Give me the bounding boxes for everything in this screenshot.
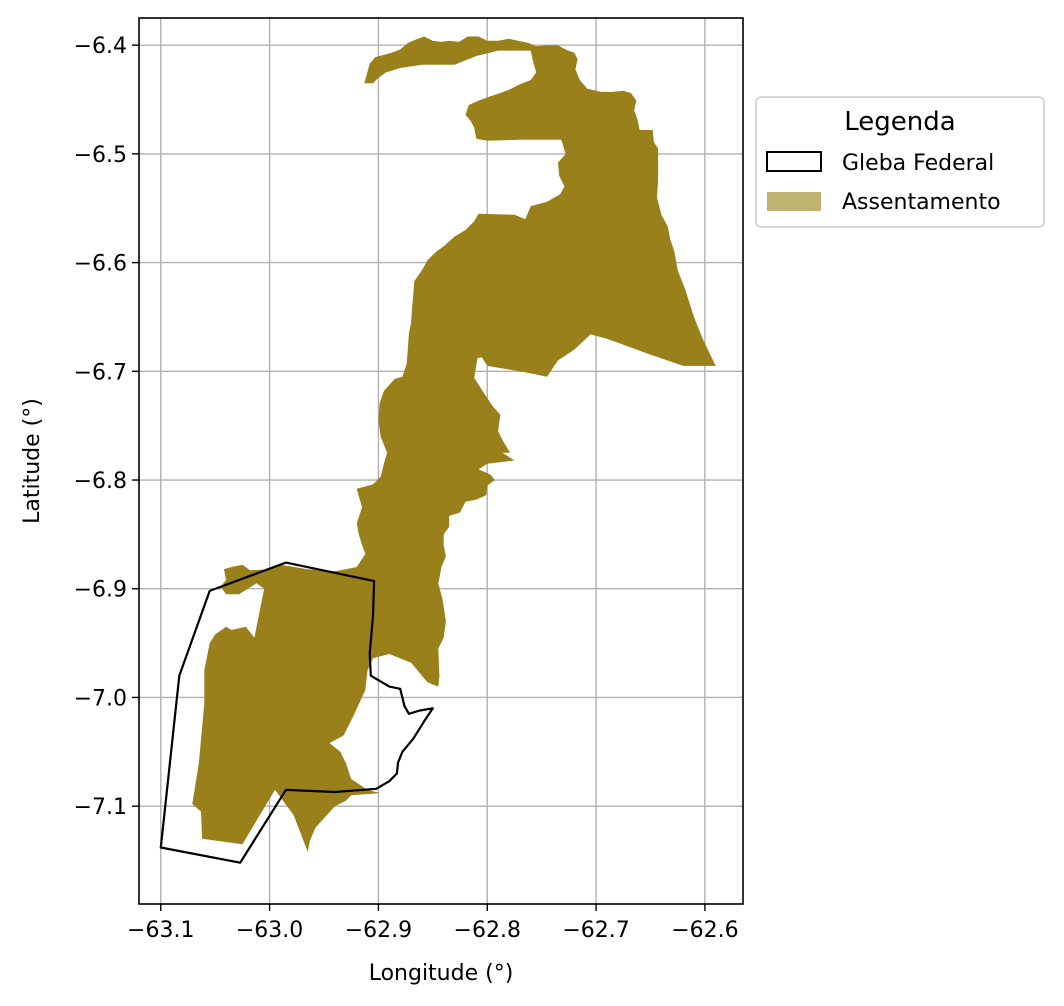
- legend-swatch-gleba: [766, 151, 822, 172]
- y-tick-label: −6.7: [74, 360, 127, 385]
- y-axis-label: Latitude (°): [20, 398, 45, 524]
- x-tick-label: −62.9: [345, 918, 412, 943]
- y-tick-label: −6.4: [74, 34, 127, 59]
- y-tick-label: −6.5: [74, 143, 127, 168]
- legend-label-assentamento: Assentamento: [842, 190, 1001, 215]
- legend-title: Legenda: [844, 107, 955, 137]
- plot-frame: [138, 17, 744, 905]
- legend-label-gleba: Gleba Federal: [842, 151, 994, 176]
- x-tick-label: −63.0: [236, 918, 303, 943]
- axis-ticks: −63.1 −63.0 −62.9 −62.8 −62.7 −62.6 −6.4 −6.5 −6…: [74, 34, 739, 943]
- y-tick-label: −6.6: [74, 252, 127, 277]
- legend-swatch-assentamento: [767, 192, 821, 211]
- y-tick-label: −7.0: [74, 686, 127, 711]
- y-tick-label: −6.9: [74, 578, 127, 603]
- x-tick-label: −62.7: [562, 918, 629, 943]
- x-axis-label: Longitude (°): [369, 961, 514, 986]
- x-tick-label: −63.1: [127, 918, 194, 943]
- assentamento-polygon: [192, 36, 716, 852]
- y-tick-label: −7.1: [74, 795, 127, 820]
- x-tick-label: −62.8: [454, 918, 521, 943]
- gleba-outline: [159, 561, 434, 864]
- map-layers: [159, 36, 716, 864]
- legend-box: [755, 96, 1045, 228]
- x-tick-label: −62.6: [671, 918, 738, 943]
- y-tick-label: −6.8: [74, 469, 127, 494]
- legend: Legenda Gleba Federal Assentamento: [755, 96, 1045, 228]
